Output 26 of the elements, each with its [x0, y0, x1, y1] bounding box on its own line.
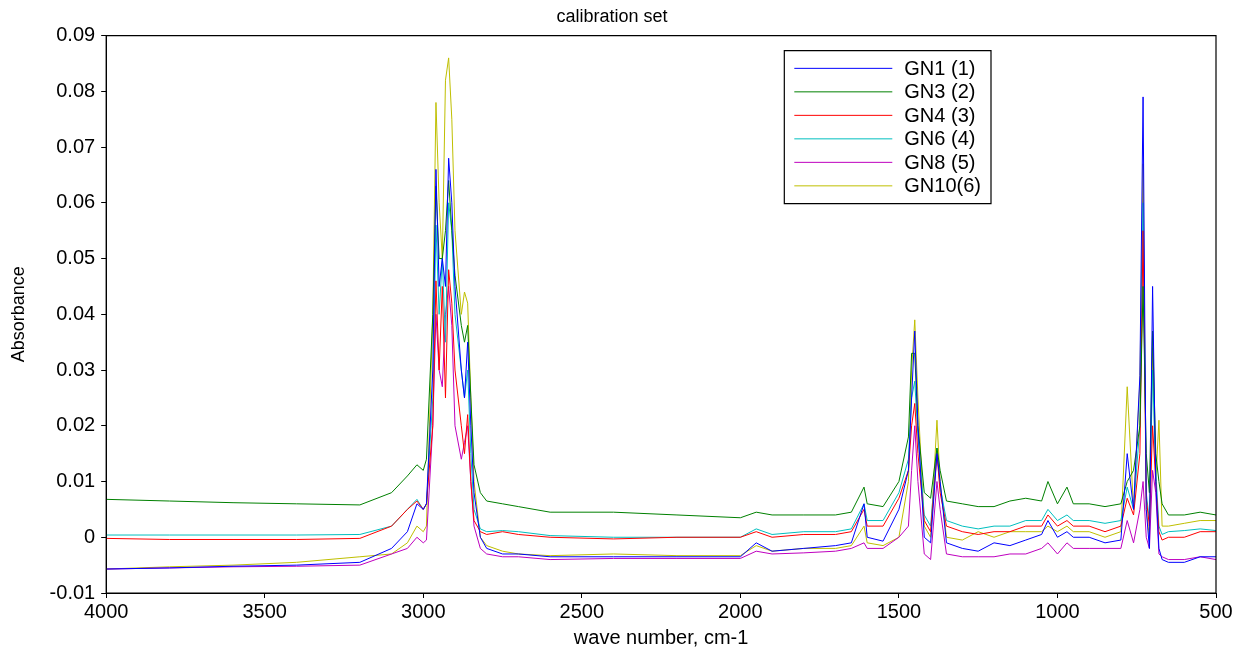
legend-label: GN10(6): [904, 174, 982, 197]
x-tick-label: 2000: [718, 599, 763, 622]
y-tick-label: 0.09: [56, 23, 96, 46]
legend-label: GN6 (4): [904, 127, 976, 150]
y-tick-label: 0: [84, 524, 96, 547]
y-tick-label: 0.03: [56, 357, 96, 380]
y-axis-title: Absorbance: [7, 266, 28, 363]
y-tick-label: 0.06: [56, 190, 96, 213]
chart-title: calibration set: [556, 5, 668, 26]
legend-label: GN1 (1): [904, 56, 976, 79]
x-tick-label: 1500: [876, 599, 922, 622]
x-tick-label: 3500: [242, 599, 287, 622]
legend-label: GN4 (3): [904, 103, 976, 126]
x-tick-label: 3000: [401, 599, 446, 622]
y-tick-label: 0.01: [56, 469, 96, 492]
y-tick-label: 0.08: [56, 78, 96, 101]
x-tick-label: 500: [1199, 599, 1233, 622]
y-tick-label: 0.05: [56, 246, 96, 269]
legend-label: GN3 (2): [904, 80, 976, 103]
x-tick-label: 1000: [1035, 599, 1080, 622]
legend-label: GN8 (5): [904, 150, 976, 173]
x-axis-title: wave number, cm-1: [572, 625, 749, 648]
y-tick-label: 0.04: [56, 301, 96, 324]
x-tick-label: 2500: [559, 599, 605, 622]
y-tick-label: 0.07: [56, 134, 96, 157]
y-tick-label: 0.02: [56, 413, 96, 436]
